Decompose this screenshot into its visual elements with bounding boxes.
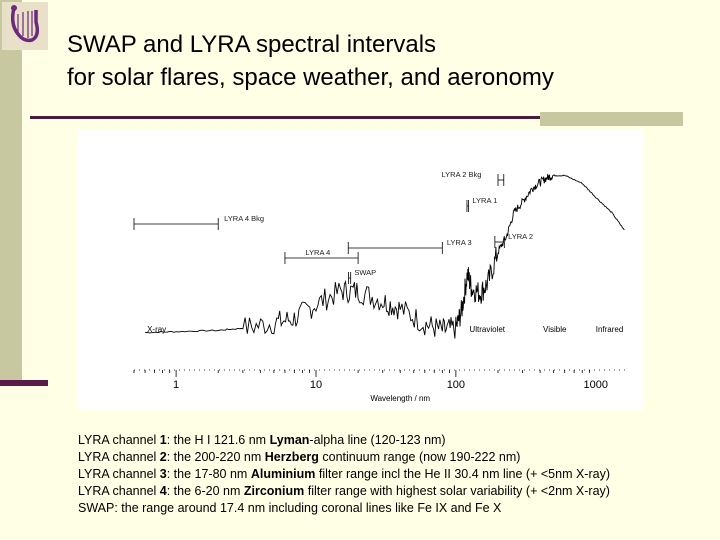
band-label: LYRA 2 (508, 232, 533, 241)
note-channel-2: LYRA channel 2: the 200-220 nm Herzberg … (78, 450, 521, 464)
note-channel-4: LYRA channel 4: the 6-20 nm Zirconium fi… (78, 484, 610, 498)
region-label: X-ray (147, 325, 166, 334)
spectrum-chart: 1 10 100 1000 Wavelength / nm LYRA 2 Bkg LYRA … (133, 170, 628, 403)
x-axis-label: Wavelength / nm (370, 394, 430, 403)
x-tick-label: 1 (173, 379, 179, 391)
band-label: LYRA 1 (472, 196, 497, 205)
band-label: LYRA 3 (447, 238, 472, 247)
band-label: LYRA 4 (305, 248, 330, 257)
region-label: Ultraviolet (469, 325, 505, 334)
slide-title: SWAP and LYRA spectral intervals for sol… (67, 28, 554, 94)
x-tick-label: 100 (447, 379, 465, 391)
left-accent-bar (0, 0, 22, 385)
note-channel-3: LYRA channel 3: the 17-80 nm Aluminium f… (78, 467, 610, 481)
band-label: SWAP (354, 268, 376, 277)
title-divider (30, 116, 540, 119)
left-accent-footer (0, 380, 48, 386)
note-swap: SWAP: the range around 17.4 nm including… (78, 501, 502, 515)
title-line-2: for solar flares, space weather, and aer… (67, 64, 554, 91)
harp-logo-icon (2, 2, 48, 50)
channel-notes: LYRA channel 1: the H I 121.6 nm Lyman-a… (78, 432, 610, 517)
title-line-1: SWAP and LYRA spectral intervals (67, 31, 437, 58)
x-tick-label: 10 (310, 379, 322, 391)
x-tick-label: 1000 (584, 379, 608, 391)
band-label: LYRA 2 Bkg (442, 170, 482, 179)
region-label: Visible (543, 325, 567, 334)
spectrum-line (145, 173, 625, 339)
note-channel-1: LYRA channel 1: the H I 121.6 nm Lyman-a… (78, 433, 446, 447)
band-label: LYRA 4 Bkg (224, 214, 264, 223)
title-divider-accent (540, 112, 683, 126)
region-label: Infrared (596, 325, 624, 334)
spectrum-figure: 1 10 100 1000 Wavelength / nm LYRA 2 Bkg LYRA … (78, 130, 643, 410)
